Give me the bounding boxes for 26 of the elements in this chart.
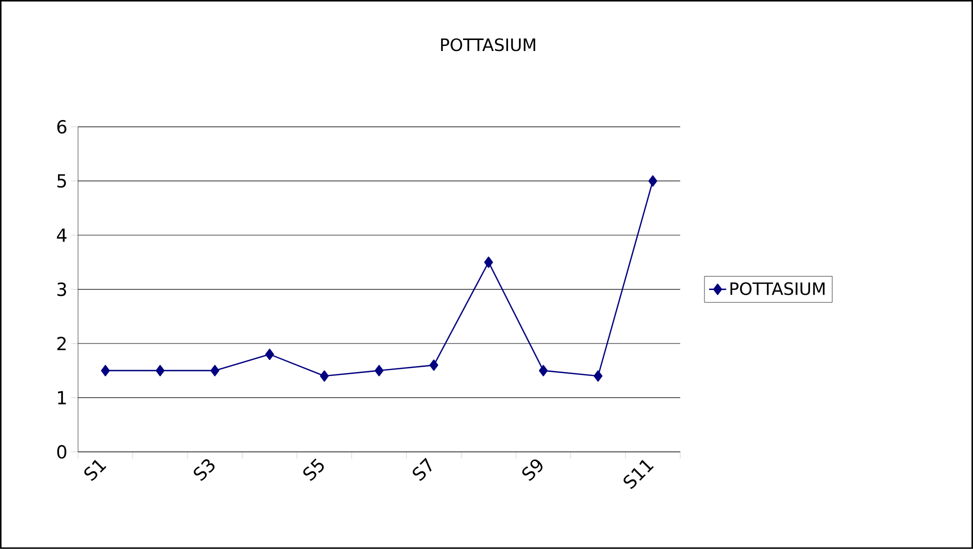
point xyxy=(210,364,220,376)
y-tick-label: 3 xyxy=(57,282,66,296)
x-tick-label: S7 xyxy=(412,458,432,481)
chart-title: POTTASIUM xyxy=(441,38,536,52)
point xyxy=(484,256,493,268)
x-tick-label: S1 xyxy=(84,460,106,481)
point xyxy=(429,360,438,371)
x-tick-label: S11 xyxy=(624,460,654,490)
y-tick-label: 4 xyxy=(56,228,66,242)
x-tick-label: S5 xyxy=(303,458,324,481)
point xyxy=(265,348,274,360)
x-tick-label: S3 xyxy=(194,459,214,481)
legend-label: POTTASIUM xyxy=(730,282,825,296)
point xyxy=(538,364,548,376)
y-tick-label: 2 xyxy=(57,336,66,350)
x-tick-label: S9 xyxy=(522,460,542,481)
point xyxy=(320,370,329,382)
y-tick-label: 0 xyxy=(57,445,66,459)
y-tick-label: 5 xyxy=(57,174,66,188)
y-tick-label: 6 xyxy=(57,120,66,134)
point xyxy=(101,364,110,376)
point xyxy=(374,364,384,376)
point xyxy=(156,364,165,376)
point xyxy=(648,175,658,187)
y-tick-label: 1 xyxy=(58,391,66,404)
point xyxy=(594,370,602,382)
